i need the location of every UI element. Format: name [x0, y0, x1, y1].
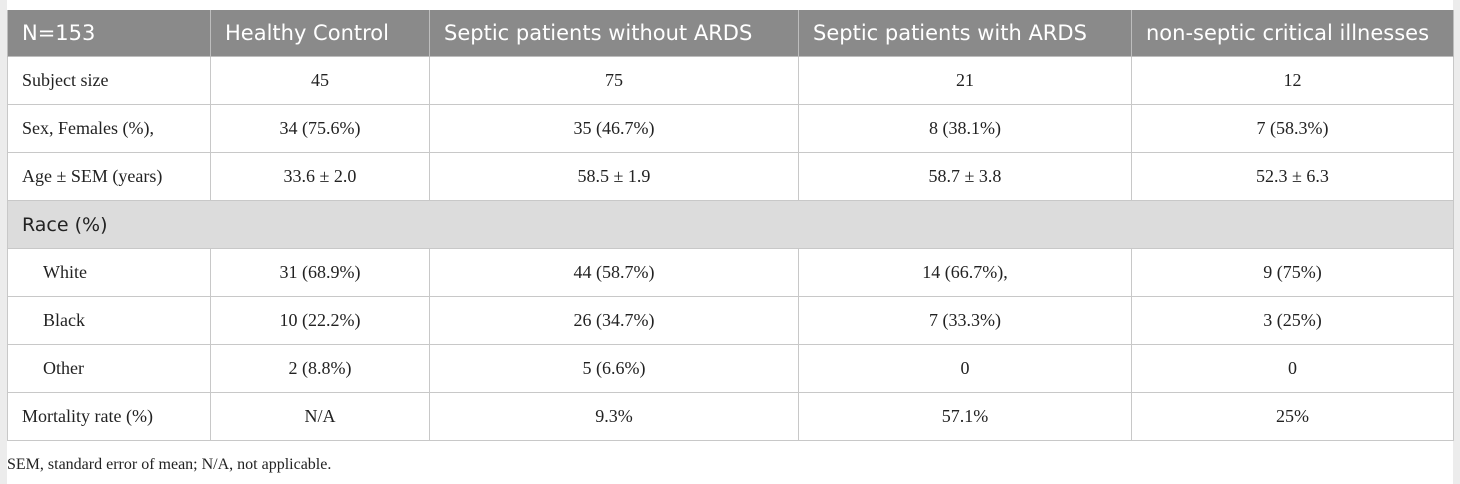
- table-row-black: Black 10 (22.2%) 26 (34.7%) 7 (33.3%) 3 …: [7, 296, 1454, 345]
- demographics-table: N=153 Healthy Control Septic patients wi…: [7, 10, 1454, 441]
- table-cell: 7 (33.3%): [798, 296, 1132, 345]
- header-cell-septic-with-ards: Septic patients with ARDS: [798, 10, 1132, 57]
- table-cell: 57.1%: [798, 392, 1132, 441]
- header-cell-healthy-control: Healthy Control: [210, 10, 430, 57]
- table-cell: 3 (25%): [1131, 296, 1454, 345]
- table-cell: 44 (58.7%): [429, 248, 799, 297]
- table-cell: 2 (8.8%): [210, 344, 430, 393]
- section-label: Race (%): [7, 200, 1454, 249]
- table-cell: 21: [798, 56, 1132, 105]
- header-cell-non-septic: non-septic critical illnesses: [1131, 10, 1454, 57]
- table-cell: 52.3 ± 6.3: [1131, 152, 1454, 201]
- table-cell: 58.5 ± 1.9: [429, 152, 799, 201]
- section-row-race: Race (%): [7, 200, 1454, 249]
- table-cell: 45: [210, 56, 430, 105]
- header-cell-n: N=153: [7, 10, 211, 57]
- header-cell-septic-without-ards: Septic patients without ARDS: [429, 10, 799, 57]
- table-cell: 35 (46.7%): [429, 104, 799, 153]
- row-label: Subject size: [7, 56, 211, 105]
- table-cell: N/A: [210, 392, 430, 441]
- table-cell: 12: [1131, 56, 1454, 105]
- table-cell: 8 (38.1%): [798, 104, 1132, 153]
- table-cell: 0: [798, 344, 1132, 393]
- table-cell: 14 (66.7%),: [798, 248, 1132, 297]
- table-cell: 31 (68.9%): [210, 248, 430, 297]
- table-row-white: White 31 (68.9%) 44 (58.7%) 14 (66.7%), …: [7, 248, 1454, 297]
- table-cell: 25%: [1131, 392, 1454, 441]
- table-container: N=153 Healthy Control Septic patients wi…: [7, 0, 1454, 484]
- table-row-mortality: Mortality rate (%) N/A 9.3% 57.1% 25%: [7, 392, 1454, 441]
- row-label: Other: [7, 344, 211, 393]
- row-label: Age ± SEM (years): [7, 152, 211, 201]
- row-label: White: [7, 248, 211, 297]
- table-cell: 5 (6.6%): [429, 344, 799, 393]
- table-cell: 0: [1131, 344, 1454, 393]
- row-label: Black: [7, 296, 211, 345]
- table-cell: 10 (22.2%): [210, 296, 430, 345]
- table-cell: 26 (34.7%): [429, 296, 799, 345]
- table-row-age: Age ± SEM (years) 33.6 ± 2.0 58.5 ± 1.9 …: [7, 152, 1454, 201]
- table-cell: 9.3%: [429, 392, 799, 441]
- row-label: Sex, Females (%),: [7, 104, 211, 153]
- table-footnote: SEM, standard error of mean; N/A, not ap…: [7, 456, 332, 473]
- table-header-row: N=153 Healthy Control Septic patients wi…: [7, 10, 1454, 57]
- row-label: Mortality rate (%): [7, 392, 211, 441]
- table-cell: 9 (75%): [1131, 248, 1454, 297]
- table-row-sex: Sex, Females (%), 34 (75.6%) 35 (46.7%) …: [7, 104, 1454, 153]
- table-cell: 34 (75.6%): [210, 104, 430, 153]
- table-cell: 58.7 ± 3.8: [798, 152, 1132, 201]
- table-cell: 7 (58.3%): [1131, 104, 1454, 153]
- table-cell: 33.6 ± 2.0: [210, 152, 430, 201]
- table-row-subject-size: Subject size 45 75 21 12: [7, 56, 1454, 105]
- table-row-other: Other 2 (8.8%) 5 (6.6%) 0 0: [7, 344, 1454, 393]
- table-cell: 75: [429, 56, 799, 105]
